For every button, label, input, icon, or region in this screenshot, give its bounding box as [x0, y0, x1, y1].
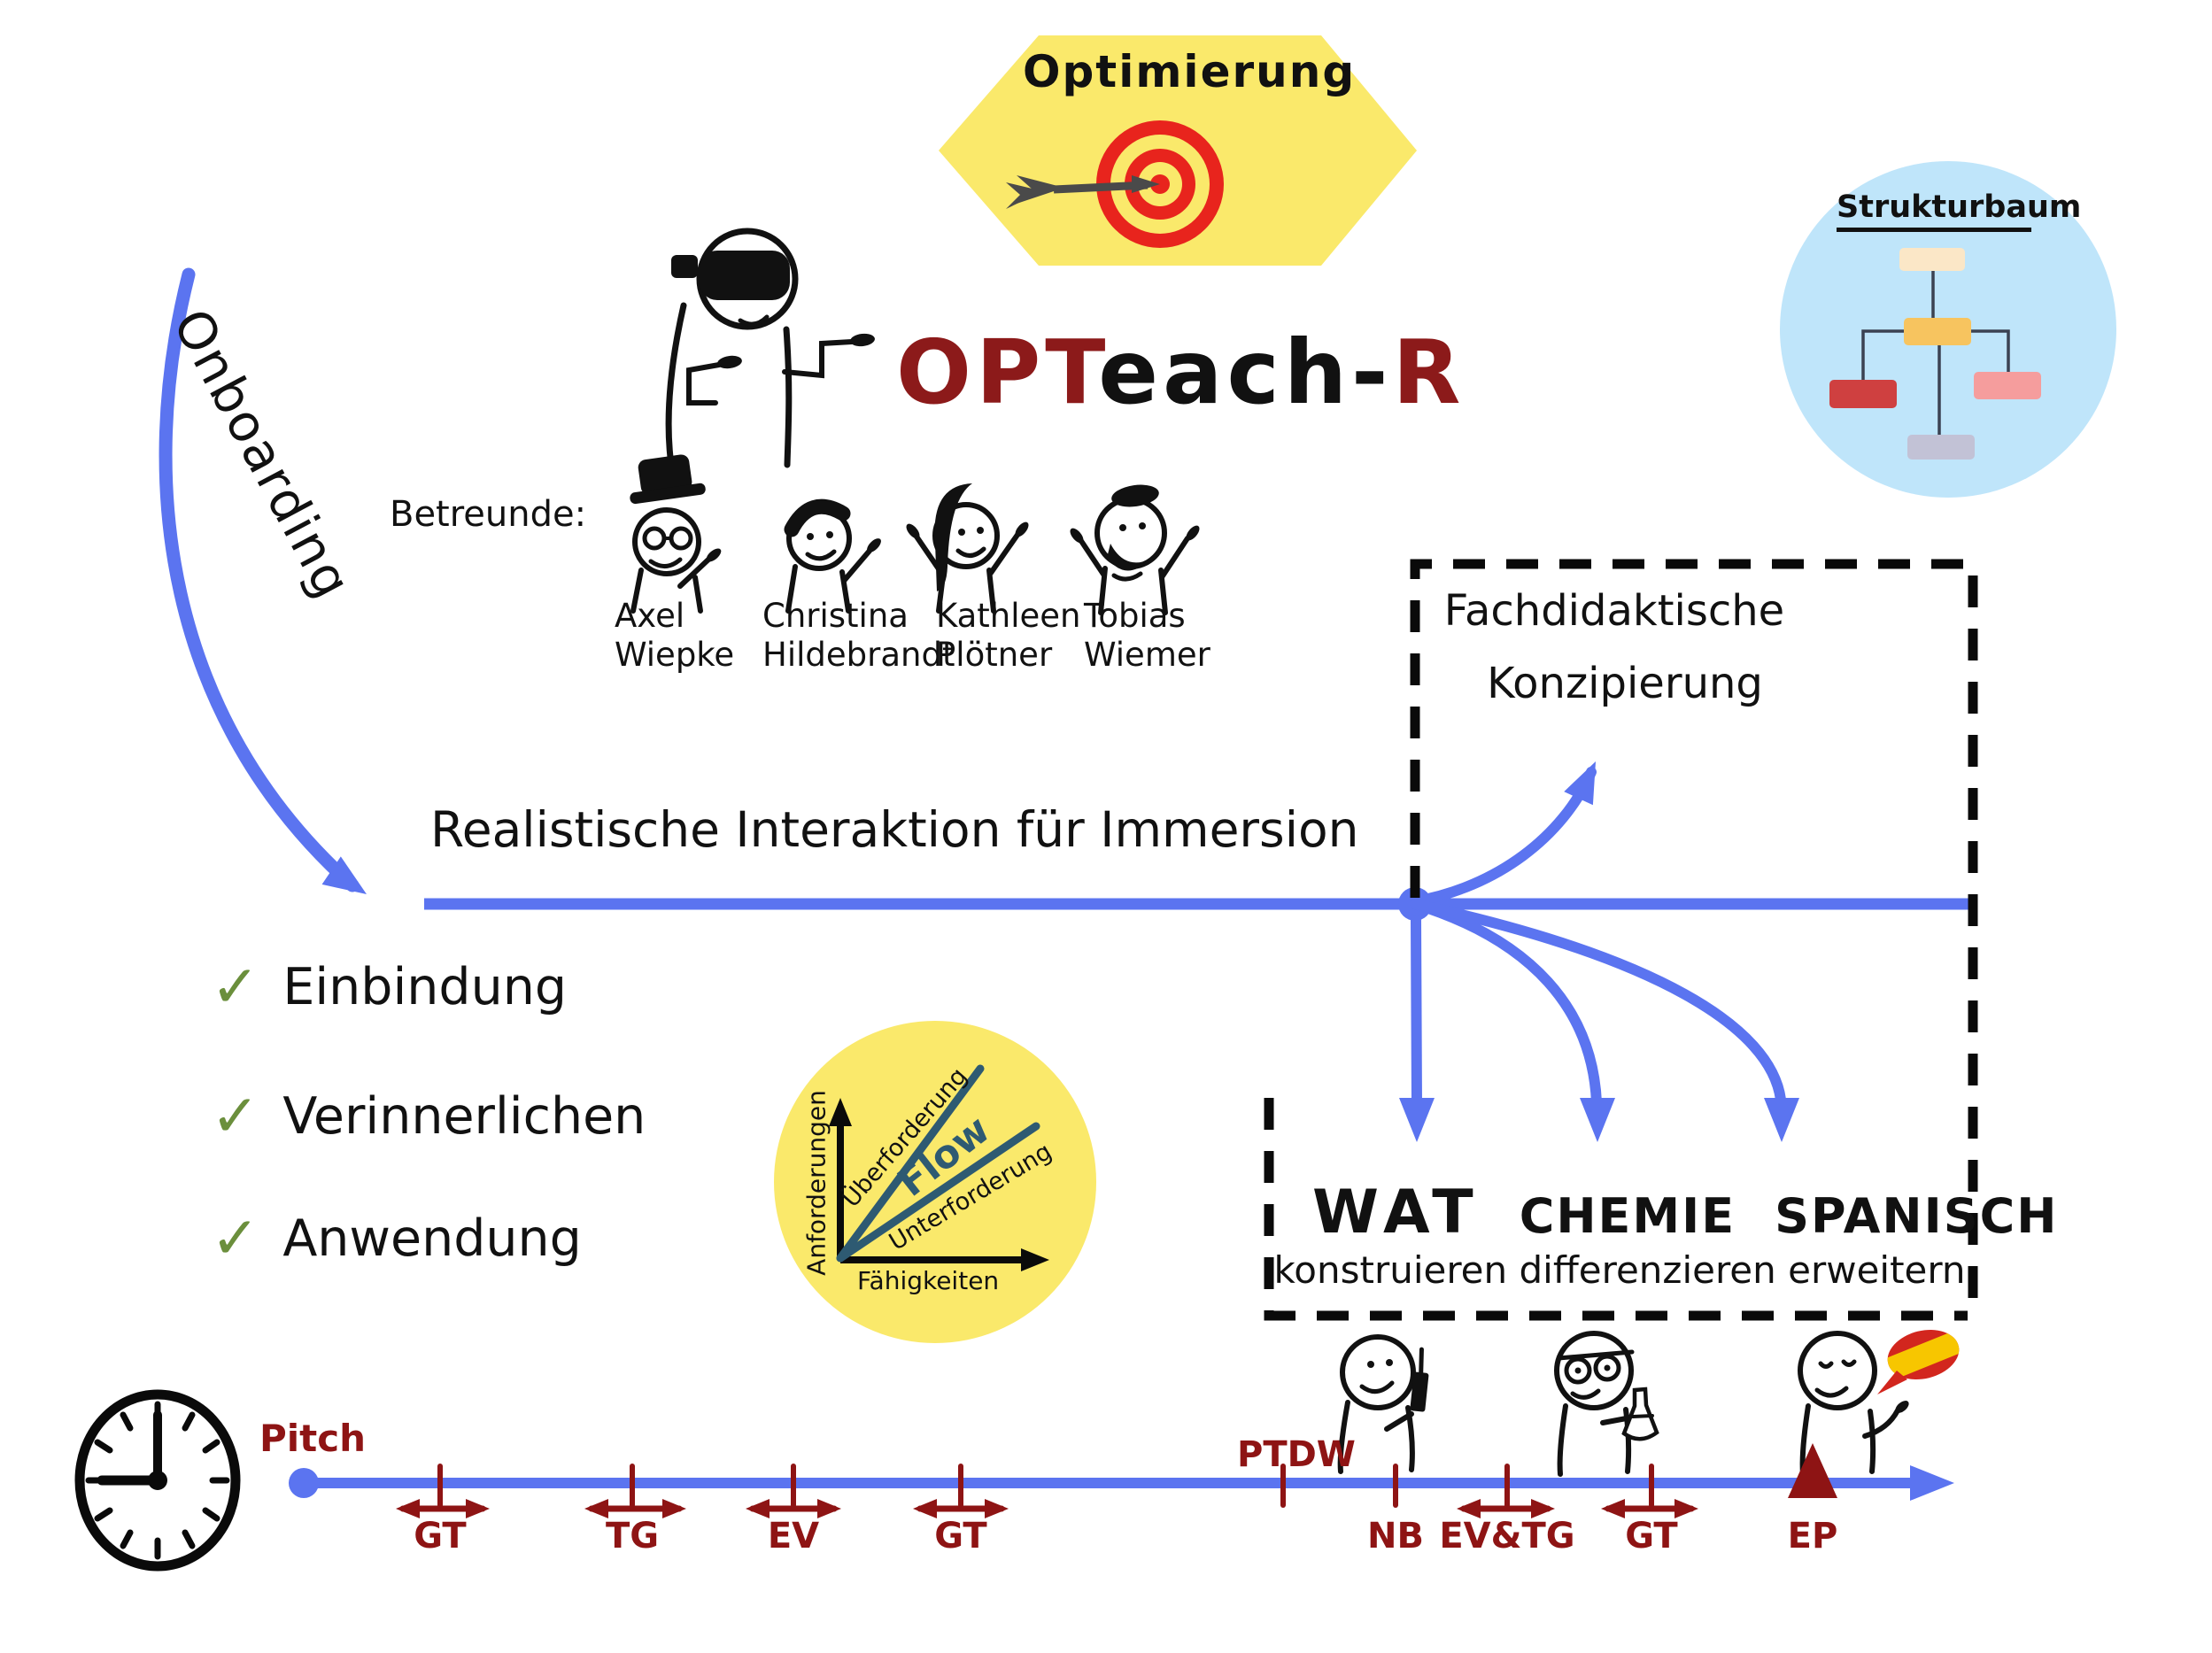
team-figure-kathleen: [906, 483, 1029, 614]
vr-figure-icon: [665, 228, 875, 468]
badge-label: Optimierung: [1023, 46, 1357, 97]
subjects-row: WAT CHEMIE SPANISCH: [1312, 1178, 2058, 1247]
timeline-marker-label: NB: [1367, 1516, 1424, 1556]
main-axis-line: [424, 761, 1970, 1142]
team-label: Betreunde:: [390, 494, 587, 535]
subject-spanisch: SPANISCH: [1775, 1188, 2059, 1244]
timeline-marker-label: GT: [1625, 1516, 1678, 1556]
flow-chart-icon: [774, 1021, 1096, 1343]
subject-wat: WAT: [1312, 1178, 1481, 1247]
timeline-ticks: [437, 1464, 1654, 1508]
tree-node-right: [1974, 372, 2041, 399]
timeline-start-label: Pitch: [259, 1417, 367, 1460]
member-name-axel: Axel Wiepke: [615, 597, 735, 674]
checklist-item-einbindung: ✓ Einbindung: [211, 953, 568, 1021]
timeline-marker-label: EV: [767, 1516, 820, 1556]
page-title: OPTeach-R: [896, 321, 1466, 424]
title-part-r: R: [1392, 321, 1466, 424]
timeline-ptdw-label: PTDW: [1237, 1434, 1356, 1475]
timeline-span-arrows: [396, 1499, 1698, 1518]
wat-figure-icon: [1337, 1334, 1429, 1474]
optimierung-badge-icon: [939, 35, 1417, 266]
timeline-marker-label: GT: [414, 1516, 467, 1556]
timeline-marker-label: EV&TG: [1439, 1516, 1575, 1556]
chemistry-figure-icon: [1554, 1331, 1659, 1477]
timeline-marker-label: GT: [934, 1516, 987, 1556]
concept-line1: Fachdidaktische: [1443, 586, 1785, 636]
check-icon: ✓: [211, 953, 260, 1021]
member-name-kathleen: Kathleen Plötner: [936, 597, 1081, 674]
subjects-dashed-box: [1264, 1098, 1968, 1321]
timeline-line: [289, 1465, 1954, 1501]
flow-x-axis-label: Fähigkeiten: [857, 1266, 1000, 1295]
team-figure-tobias: [1070, 484, 1200, 615]
tree-node-mid: [1904, 318, 1971, 345]
tree-node-root: [1899, 248, 1965, 271]
timeline-marker-label: TG: [605, 1516, 660, 1556]
team-figure-axel: [630, 454, 722, 614]
title-part-opt: OPT: [896, 321, 1099, 424]
check-icon: ✓: [211, 1082, 260, 1150]
onboarding-arrow: [159, 267, 367, 894]
strukturbaum-icon: [1780, 161, 2116, 498]
subjects-verbs-line: konstruieren differenzieren erweitern: [1273, 1248, 1966, 1292]
dart-icon: [1006, 175, 1160, 209]
tree-node-bottom: [1907, 435, 1975, 460]
tree-node-left: [1829, 380, 1897, 408]
flow-y-axis-label: Anforderungen: [801, 1090, 831, 1276]
ep-milestone-marker: [1788, 1443, 1837, 1498]
check-icon: ✓: [211, 1204, 260, 1272]
strukturbaum-title: Strukturbaum: [1837, 189, 2081, 232]
main-axis-label: Realistische Interaktion für Immersion: [430, 801, 1359, 858]
member-name-tobias: Tobias Wiemer: [1084, 597, 1210, 674]
concept-line2: Konzipierung: [1487, 659, 1763, 708]
checklist-item-verinnerlichen: ✓ Verinnerlichen: [211, 1082, 646, 1150]
title-part-each: each-: [1098, 321, 1393, 424]
clock-icon: [74, 1389, 241, 1572]
team-figure-christina: [784, 498, 881, 614]
spanish-flag-bubble-icon: [1877, 1322, 1965, 1394]
checklist-item-anwendung: ✓ Anwendung: [211, 1204, 582, 1272]
spanish-figure-icon: [1798, 1322, 1965, 1477]
member-name-christina: Christina Hildebrandt: [762, 597, 955, 674]
timeline-marker-label: EP: [1787, 1516, 1838, 1556]
concept-dashed-box: [1410, 559, 1978, 1316]
subject-chemie: CHEMIE: [1519, 1188, 1736, 1244]
